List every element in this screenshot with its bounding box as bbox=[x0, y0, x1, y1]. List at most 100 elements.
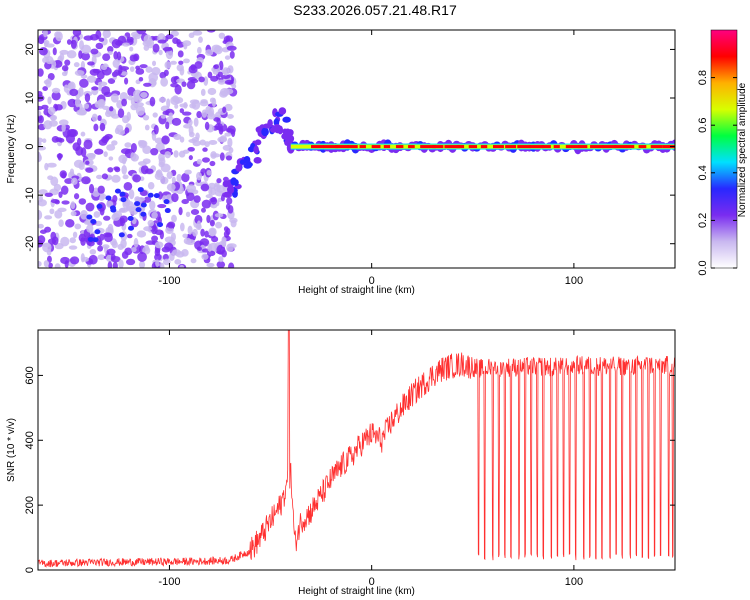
noise-blob bbox=[42, 30, 48, 38]
noise-blob bbox=[98, 239, 103, 246]
noise-blob bbox=[219, 152, 225, 161]
noise-blob bbox=[145, 66, 153, 73]
noise-blob bbox=[69, 256, 80, 265]
noise-blob bbox=[98, 99, 106, 108]
noise-blob bbox=[60, 185, 69, 195]
onset-blob bbox=[277, 125, 284, 135]
noise-blob bbox=[140, 91, 148, 99]
noise-blob bbox=[113, 50, 119, 60]
noise-blob bbox=[186, 184, 197, 193]
noise-blob bbox=[154, 241, 164, 249]
carrier-peak bbox=[493, 145, 504, 149]
carrier-peak bbox=[626, 145, 635, 149]
noise-blob bbox=[193, 195, 201, 203]
noise-blob bbox=[78, 198, 87, 205]
carrier-peak bbox=[553, 145, 560, 149]
y-axis-title: Frequency (Hz) bbox=[6, 115, 17, 184]
noise-blob bbox=[182, 233, 188, 238]
noise-blob bbox=[137, 252, 147, 262]
noise-blob bbox=[213, 184, 221, 192]
noise-blob bbox=[133, 237, 139, 248]
noise-blob bbox=[218, 32, 226, 39]
noise-blob bbox=[108, 156, 114, 161]
noise-blob bbox=[102, 244, 110, 249]
noise-blob bbox=[39, 229, 47, 234]
onset-blob bbox=[235, 164, 243, 172]
noise-peak bbox=[163, 199, 170, 205]
carrier-peak bbox=[590, 145, 604, 149]
noise-blob bbox=[97, 115, 102, 121]
onset-blob bbox=[243, 156, 251, 164]
noise-blob bbox=[126, 111, 131, 122]
noise-blob bbox=[38, 261, 42, 267]
noise-blob bbox=[210, 153, 221, 158]
noise-blob bbox=[99, 122, 106, 132]
noise-blob bbox=[214, 213, 224, 218]
noise-blob bbox=[73, 62, 80, 68]
noise-blob bbox=[206, 169, 212, 176]
noise-blob bbox=[198, 36, 203, 43]
noise-blob bbox=[218, 256, 224, 263]
noise-blob bbox=[183, 42, 188, 50]
noise-blob bbox=[231, 83, 237, 89]
noise-blob bbox=[38, 223, 44, 229]
noise-blob bbox=[83, 35, 94, 41]
noise-blob bbox=[151, 211, 158, 219]
noise-blob bbox=[52, 47, 57, 56]
noise-blob bbox=[166, 171, 173, 180]
noise-peak bbox=[140, 211, 147, 217]
y-axis-title: SNR (10 * v/v) bbox=[6, 418, 17, 482]
noise-blob bbox=[157, 204, 167, 209]
noise-blob bbox=[44, 192, 53, 197]
noise-blob bbox=[42, 86, 48, 92]
noise-blob bbox=[170, 83, 179, 88]
noise-blob bbox=[44, 215, 53, 220]
noise-blob bbox=[93, 211, 101, 218]
noise-peak bbox=[105, 195, 112, 201]
noise-blob bbox=[79, 78, 89, 88]
noise-blob bbox=[38, 110, 42, 117]
noise-blob bbox=[107, 223, 114, 234]
noise-blob bbox=[198, 76, 205, 83]
noise-blob bbox=[200, 228, 205, 237]
noise-blob bbox=[97, 185, 105, 194]
noise-blob bbox=[111, 38, 121, 49]
noise-blob bbox=[103, 151, 108, 158]
noise-blob bbox=[66, 39, 72, 45]
colorbar: 0.0 0.2 0.4 0.6 0.8 Normalized spectral ampli… bbox=[697, 29, 748, 276]
noise-peak bbox=[114, 188, 121, 194]
noise-blob bbox=[38, 114, 44, 124]
noise-blob bbox=[179, 103, 188, 108]
noise-blob bbox=[122, 201, 131, 207]
noise-blob bbox=[183, 124, 192, 129]
noise-blob bbox=[206, 250, 216, 257]
noise-blob bbox=[118, 259, 124, 268]
noise-blob bbox=[63, 84, 69, 93]
noise-blob bbox=[61, 65, 69, 72]
noise-blob bbox=[38, 152, 41, 162]
noise-blob bbox=[50, 198, 60, 204]
noise-blob bbox=[94, 148, 104, 155]
noise-blob bbox=[58, 119, 69, 126]
noise-peak bbox=[118, 232, 125, 238]
noise-blob bbox=[196, 110, 202, 119]
y-tick-label: 0 bbox=[24, 144, 36, 150]
noise-blob bbox=[120, 71, 128, 76]
carrier-peak bbox=[408, 145, 415, 149]
colorbar-tick-label: 0.6 bbox=[697, 118, 709, 133]
noise-blob bbox=[190, 258, 197, 264]
noise-blob bbox=[100, 64, 108, 71]
noise-blob bbox=[161, 135, 170, 145]
carrier-peak bbox=[456, 145, 465, 149]
noise-blob bbox=[74, 223, 82, 230]
carrier-peak bbox=[529, 145, 544, 149]
noise-blob bbox=[38, 47, 48, 56]
snr-series-line bbox=[38, 330, 675, 568]
noise-blob bbox=[38, 105, 44, 111]
noise-blob bbox=[67, 128, 77, 138]
noise-peak bbox=[164, 208, 171, 214]
noise-blob bbox=[54, 104, 63, 111]
noise-blob bbox=[80, 131, 86, 137]
